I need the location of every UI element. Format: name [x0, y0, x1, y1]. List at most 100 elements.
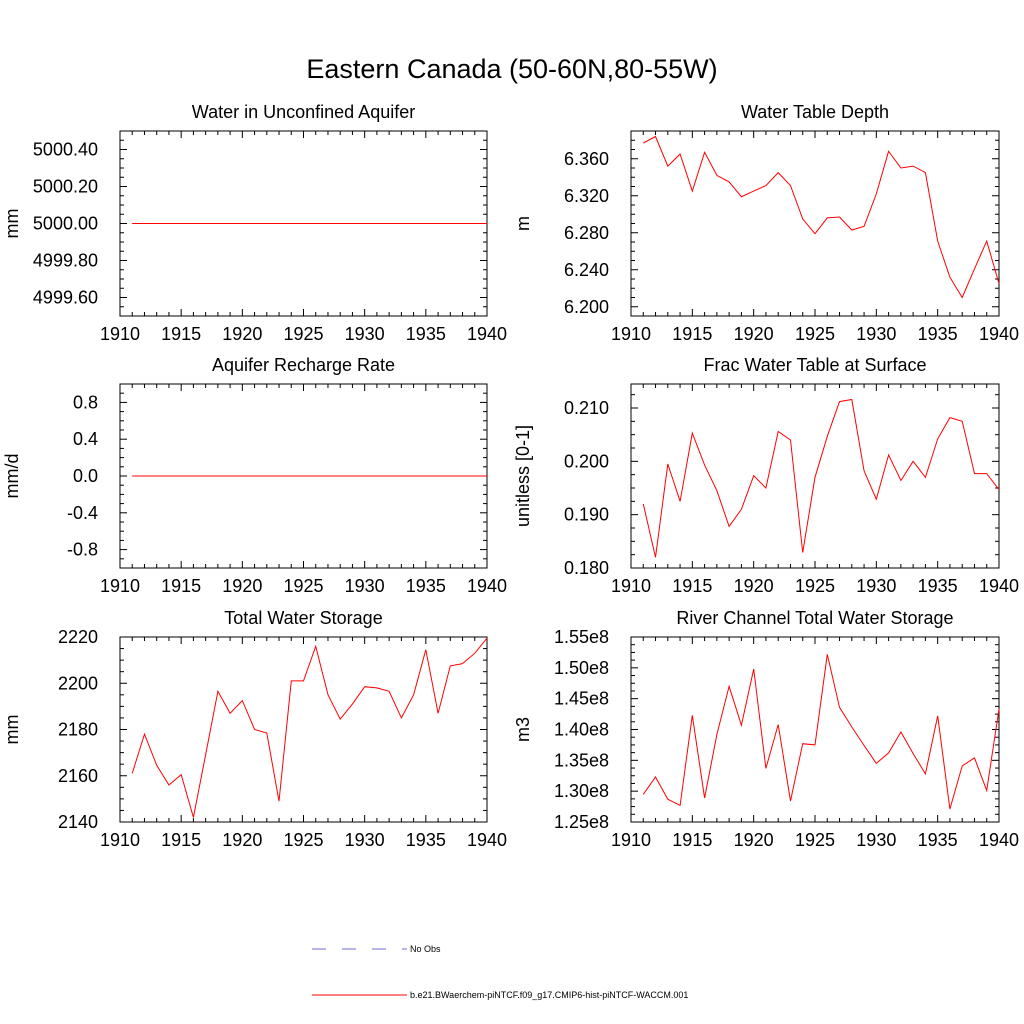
x-tick-label: 1930 — [856, 576, 896, 596]
y-tick-label: -0.4 — [67, 503, 98, 523]
y-tick-label: 6.200 — [564, 297, 609, 317]
y-tick-label: 1.25e8 — [554, 812, 609, 832]
x-tick-label: 1940 — [979, 324, 1019, 344]
x-tick-label: 1940 — [979, 576, 1019, 596]
series-line — [642, 398, 1000, 558]
y-tick-label: 0.200 — [564, 451, 609, 471]
x-tick-label: 1915 — [672, 830, 712, 850]
x-tick-label: 1910 — [611, 830, 651, 850]
x-tick-label: 1925 — [795, 324, 835, 344]
x-tick-label: 1920 — [222, 324, 262, 344]
y-tick-label: 5000.00 — [33, 214, 98, 234]
chart-panel-4: Frac Water Table at Surface unitless [0-1… — [513, 355, 1019, 596]
y-axis-label: unitless [0-1] — [513, 425, 533, 527]
y-tick-label: 1.45e8 — [554, 689, 609, 709]
x-tick-label: 1940 — [467, 324, 507, 344]
y-tick-label: 5000.40 — [33, 140, 98, 160]
x-tick-label: 1925 — [283, 830, 323, 850]
y-tick-label: 6.320 — [564, 186, 609, 206]
x-tick-label: 1915 — [161, 324, 201, 344]
y-tick-label: 2220 — [58, 627, 98, 647]
x-tick-label: 1930 — [856, 324, 896, 344]
x-tick-label: 1930 — [345, 324, 385, 344]
y-tick-label: 4999.80 — [33, 251, 98, 271]
y-tick-label: 5000.20 — [33, 177, 98, 197]
x-tick-label: 1935 — [918, 830, 958, 850]
x-tick-label: 1915 — [161, 576, 201, 596]
x-tick-label: 1930 — [856, 830, 896, 850]
x-tick-label: 1940 — [979, 830, 1019, 850]
x-tick-label: 1940 — [467, 576, 507, 596]
y-tick-label: 6.360 — [564, 149, 609, 169]
y-tick-label: 0.190 — [564, 505, 609, 525]
x-tick-label: 1920 — [734, 324, 774, 344]
x-tick-label: 1910 — [100, 324, 140, 344]
y-axis-label: mm — [2, 209, 22, 239]
x-tick-label: 1935 — [406, 324, 446, 344]
legend: No Obs b.e21.BWaerchem-piNTCF.f09_g17.CMI… — [312, 944, 688, 1000]
y-tick-label: 1.50e8 — [554, 658, 609, 678]
x-tick-label: 1915 — [672, 576, 712, 596]
x-tick-label: 1915 — [672, 324, 712, 344]
panel-title: River Channel Total Water Storage — [676, 608, 953, 628]
x-tick-label: 1930 — [345, 576, 385, 596]
panel-title: Water in Unconfined Aquifer — [192, 102, 415, 122]
y-tick-label: 1.35e8 — [554, 750, 609, 770]
y-tick-label: 0.180 — [564, 558, 609, 578]
y-axis-label: m3 — [513, 717, 533, 742]
x-tick-label: 1935 — [918, 576, 958, 596]
panel-title: Aquifer Recharge Rate — [212, 355, 395, 375]
chart-panel-2: Water Table Depth m 1910 1915 1920 1925 1930 19… — [513, 102, 1019, 344]
panel-title: Water Table Depth — [741, 102, 889, 122]
panel-title: Frac Water Table at Surface — [703, 355, 926, 375]
y-tick-label: 1.55e8 — [554, 627, 609, 647]
x-tick-label: 1925 — [283, 576, 323, 596]
x-tick-label: 1925 — [795, 576, 835, 596]
x-tick-label: 1920 — [734, 830, 774, 850]
x-tick-label: 1910 — [100, 576, 140, 596]
plot-frame — [630, 130, 1000, 317]
x-tick-label: 1915 — [161, 830, 201, 850]
x-tick-label: 1920 — [734, 576, 774, 596]
page-title: Eastern Canada (50-60N,80-55W) — [306, 54, 718, 84]
plot-frame — [119, 636, 488, 823]
chart-panel-5: Total Water Storage mm 1910 1915 1920 1925 193… — [2, 608, 507, 850]
y-tick-label: 0.4 — [73, 429, 98, 449]
plot-frame — [630, 636, 1000, 823]
legend-label: No Obs — [410, 944, 441, 954]
y-tick-label: 1.30e8 — [554, 781, 609, 801]
x-tick-label: 1935 — [406, 576, 446, 596]
y-tick-label: 4999.60 — [33, 288, 98, 308]
panel-title: Total Water Storage — [224, 608, 382, 628]
y-tick-label: 6.280 — [564, 223, 609, 243]
y-tick-label: 0.8 — [73, 392, 98, 412]
chart-panel-1: Water in Unconfined Aquifer mm 1910 1915 192… — [2, 102, 507, 344]
y-tick-label: -0.8 — [67, 540, 98, 560]
y-tick-label: 2200 — [58, 673, 98, 693]
y-tick-label: 6.240 — [564, 260, 609, 280]
x-tick-label: 1935 — [918, 324, 958, 344]
x-tick-label: 1925 — [283, 324, 323, 344]
legend-label: b.e21.BWaerchem-piNTCF.f09_g17.CMIP6-his… — [410, 990, 688, 1000]
x-tick-label: 1910 — [100, 830, 140, 850]
y-tick-label: 2180 — [58, 720, 98, 740]
y-axis-label: mm/d — [2, 454, 22, 499]
y-tick-label: 1.40e8 — [554, 720, 609, 740]
x-tick-label: 1910 — [611, 324, 651, 344]
y-tick-label: 2140 — [58, 812, 98, 832]
y-axis-label: m — [513, 216, 533, 231]
x-tick-label: 1920 — [222, 576, 262, 596]
y-axis-label: mm — [2, 715, 22, 745]
x-tick-label: 1935 — [406, 830, 446, 850]
series-line — [643, 135, 1000, 299]
series-line — [642, 654, 1000, 810]
x-tick-label: 1940 — [467, 830, 507, 850]
series-line — [131, 637, 488, 818]
chart-panel-3: Aquifer Recharge Rate mm/d 1910 1915 1920 192… — [2, 355, 507, 596]
x-tick-label: 1930 — [345, 830, 385, 850]
y-tick-label: 0.210 — [564, 398, 609, 418]
x-tick-label: 1925 — [795, 830, 835, 850]
y-tick-label: 0.0 — [73, 466, 98, 486]
